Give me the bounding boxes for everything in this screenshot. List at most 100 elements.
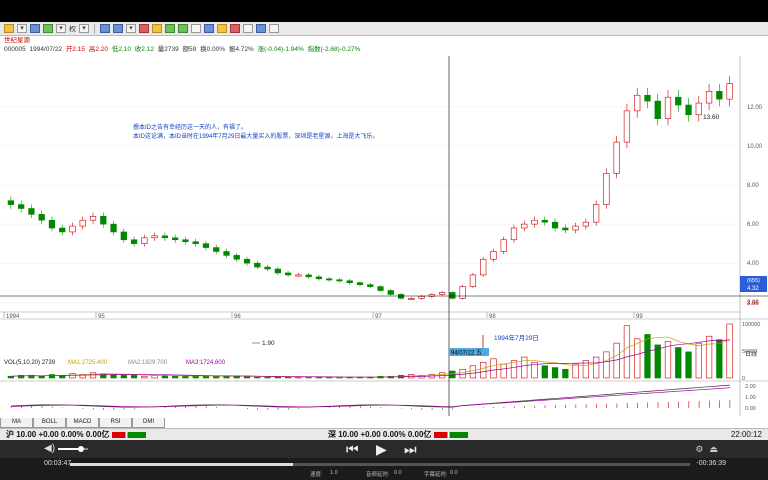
up-icon[interactable] [165,24,175,33]
candle-down [192,241,199,244]
volume-bar [213,375,220,379]
grid-icon[interactable] [191,24,201,33]
candle-down [182,239,189,243]
indicator-icon[interactable] [139,24,149,33]
price-panel-bg [0,56,768,318]
candle-down [336,279,343,282]
info-icon[interactable] [204,24,214,33]
price-grid [0,56,768,416]
play-icon[interactable]: ▶ [376,441,387,457]
quote-info-line: 000005 1994/07/22 开2.15 高2.20 低2.10 收2.1… [4,46,362,54]
candle-down [356,282,364,285]
volume-ma1-line [11,336,731,378]
zoom-out-icon[interactable] [113,24,123,33]
volume-bar [603,351,610,379]
macd-tick-label: 1.00 [745,395,756,401]
sz-bar [433,431,468,438]
candle-up [664,96,672,119]
candle-down [562,227,569,231]
candle-up [593,204,600,223]
volume-knob[interactable] [77,446,84,452]
down-icon[interactable] [178,24,188,33]
candle-down [284,272,292,276]
price-tick-label: 10.00 [747,144,763,150]
candle-up [459,286,466,299]
last-value: 3.86 [747,301,759,307]
volume-bar [623,325,631,379]
chart-area[interactable]: 2.00 4.00 6.00 8.00 10.00 12.00 1994 95 96 97 98 99… [0,56,768,429]
tab-rsi[interactable]: RSI [99,418,132,428]
stock-name: 世纪星源 [4,37,30,44]
cursor-value: 4.32 [747,286,759,292]
candle-down [130,239,138,244]
x-tick-label: 97 [375,314,382,320]
dropdown-icon[interactable]: ▾ [17,24,27,33]
sh-bar [111,431,146,438]
annotation-line-1: 撸本ID之告有幸经历这一天的人，有福了。 [133,123,247,131]
open-icon[interactable] [4,24,14,33]
zoom-in-icon[interactable] [100,24,110,33]
window-icon[interactable] [243,24,253,33]
volume-bar [7,375,15,379]
quote-amplitude: 振4.72% [228,46,254,53]
print-icon[interactable] [256,24,266,33]
audio-delay-value: 0.0 [394,470,402,476]
chart-icon[interactable] [30,24,40,33]
fast-forward-icon[interactable]: ⏭ [404,441,417,457]
volume-bar [48,374,56,379]
draw-icon[interactable] [152,24,162,33]
tab-boll[interactable]: BOLL [33,418,66,428]
player-right-icons[interactable]: ⚙⏏ [695,444,724,454]
dropdown-icon-2[interactable]: ▾ [56,24,66,33]
quote-index: 指数(-2.68)-0.27% [307,46,361,53]
candle-down [367,284,374,287]
price-axis: 2.00 4.00 6.00 8.00 10.00 12.00 1994 95 96 97 98 99 [6,105,763,320]
candle-down [254,262,261,268]
kline-chart[interactable]: 2.00 4.00 6.00 8.00 10.00 12.00 1994 95 96 97 98 99… [0,56,768,429]
quote-volume: 量2739 [157,46,179,53]
volume-bar [716,339,723,379]
candle-down [315,276,323,280]
x-tick-label: 96 [234,314,241,320]
candle-down [120,231,127,241]
volume-bar [562,368,569,379]
volume-bar [510,360,518,379]
rewind-icon[interactable]: ⏮ [346,441,359,457]
quote-turnover: 换0.00% [200,46,226,53]
tab-ma[interactable]: MA [0,418,33,428]
candle-down [449,292,456,299]
candle-down [202,243,210,248]
stock-app: ▾ ▾ 权 ▾ ▾ 世纪星源 000005 1994/07/22 开2.15 高… [0,22,768,440]
dropdown-icon-3[interactable]: ▾ [79,24,89,33]
candle-up [603,173,610,205]
star-icon[interactable] [217,24,227,33]
macd-tick-label: 2.00 [745,384,756,390]
candle-down [551,221,559,229]
dropdown-icon-4[interactable]: ▾ [126,24,136,33]
volume-icon[interactable]: ◀) [44,443,56,454]
volume-ma3: MA3:1724.600 [186,360,226,366]
quan-button[interactable]: 权 [69,25,76,33]
stock-code: 000005 [4,46,26,53]
candle-down [161,235,169,239]
volume-bar [480,362,487,379]
candle-down [685,104,692,116]
volume-bar [593,356,600,379]
price-candles [7,75,733,300]
candle-up [151,235,158,239]
progress-bar[interactable] [70,463,690,466]
volume-bar [572,363,579,379]
tab-dmi[interactable]: DMI [132,418,165,428]
tab-macd[interactable]: MACD [66,418,99,428]
volume-bar [726,323,733,379]
video-player-controls: ◀) ⏮ ▶ ⏭ ⚙⏏ 00:03:47 -00:36:39 速度: 1.0 音… [0,440,768,480]
list-icon[interactable] [43,24,53,33]
candle-up [69,225,76,233]
candle-up [295,274,302,277]
cursor-date: 94/07/22 五 [451,350,482,357]
price-tick-label: 6.00 [747,222,759,228]
candle-down [274,268,281,274]
alert-icon[interactable] [230,24,240,33]
settings-icon[interactable] [269,24,279,33]
volume-slider[interactable] [58,446,88,452]
